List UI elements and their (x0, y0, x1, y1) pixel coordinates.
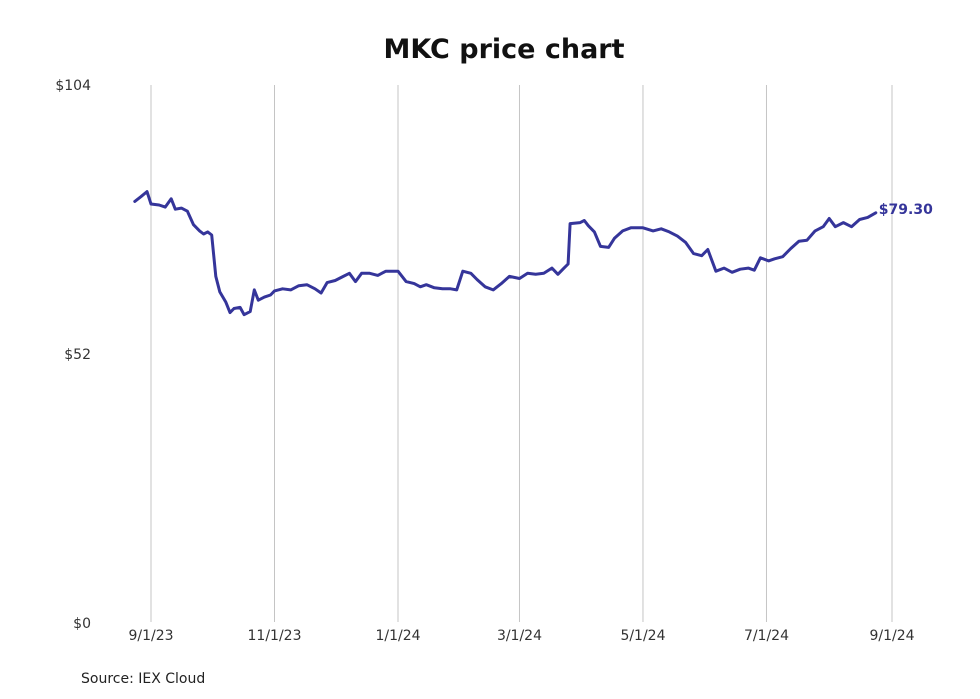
last-price-label: $79.30 (879, 202, 933, 218)
x-tick-label: 9/1/23 (128, 628, 173, 644)
plot-area: $79.30 (133, 190, 933, 317)
x-tick-label: 7/1/24 (744, 628, 789, 644)
y-tick-label: $104 (55, 78, 91, 94)
x-axis-ticks: 9/1/23 11/1/23 1/1/24 3/1/24 5/1/24 7/1/24 9/1… (128, 628, 914, 644)
x-tick-label: 9/1/24 (869, 628, 914, 644)
source-note: Source: IEX Cloud (81, 671, 205, 687)
price-series-line (133, 190, 878, 317)
x-tick-label: 5/1/24 (620, 628, 665, 644)
y-axis-ticks: $104 $52 $0 (55, 78, 91, 632)
x-tick-label: 1/1/24 (375, 628, 420, 644)
y-tick-label: $52 (64, 347, 91, 363)
x-tick-label: 3/1/24 (497, 628, 542, 644)
gridlines (150, 85, 893, 622)
chart-title: MKC price chart (383, 34, 624, 65)
x-tick-label: 11/1/23 (248, 628, 302, 644)
y-tick-label: $0 (73, 616, 91, 632)
